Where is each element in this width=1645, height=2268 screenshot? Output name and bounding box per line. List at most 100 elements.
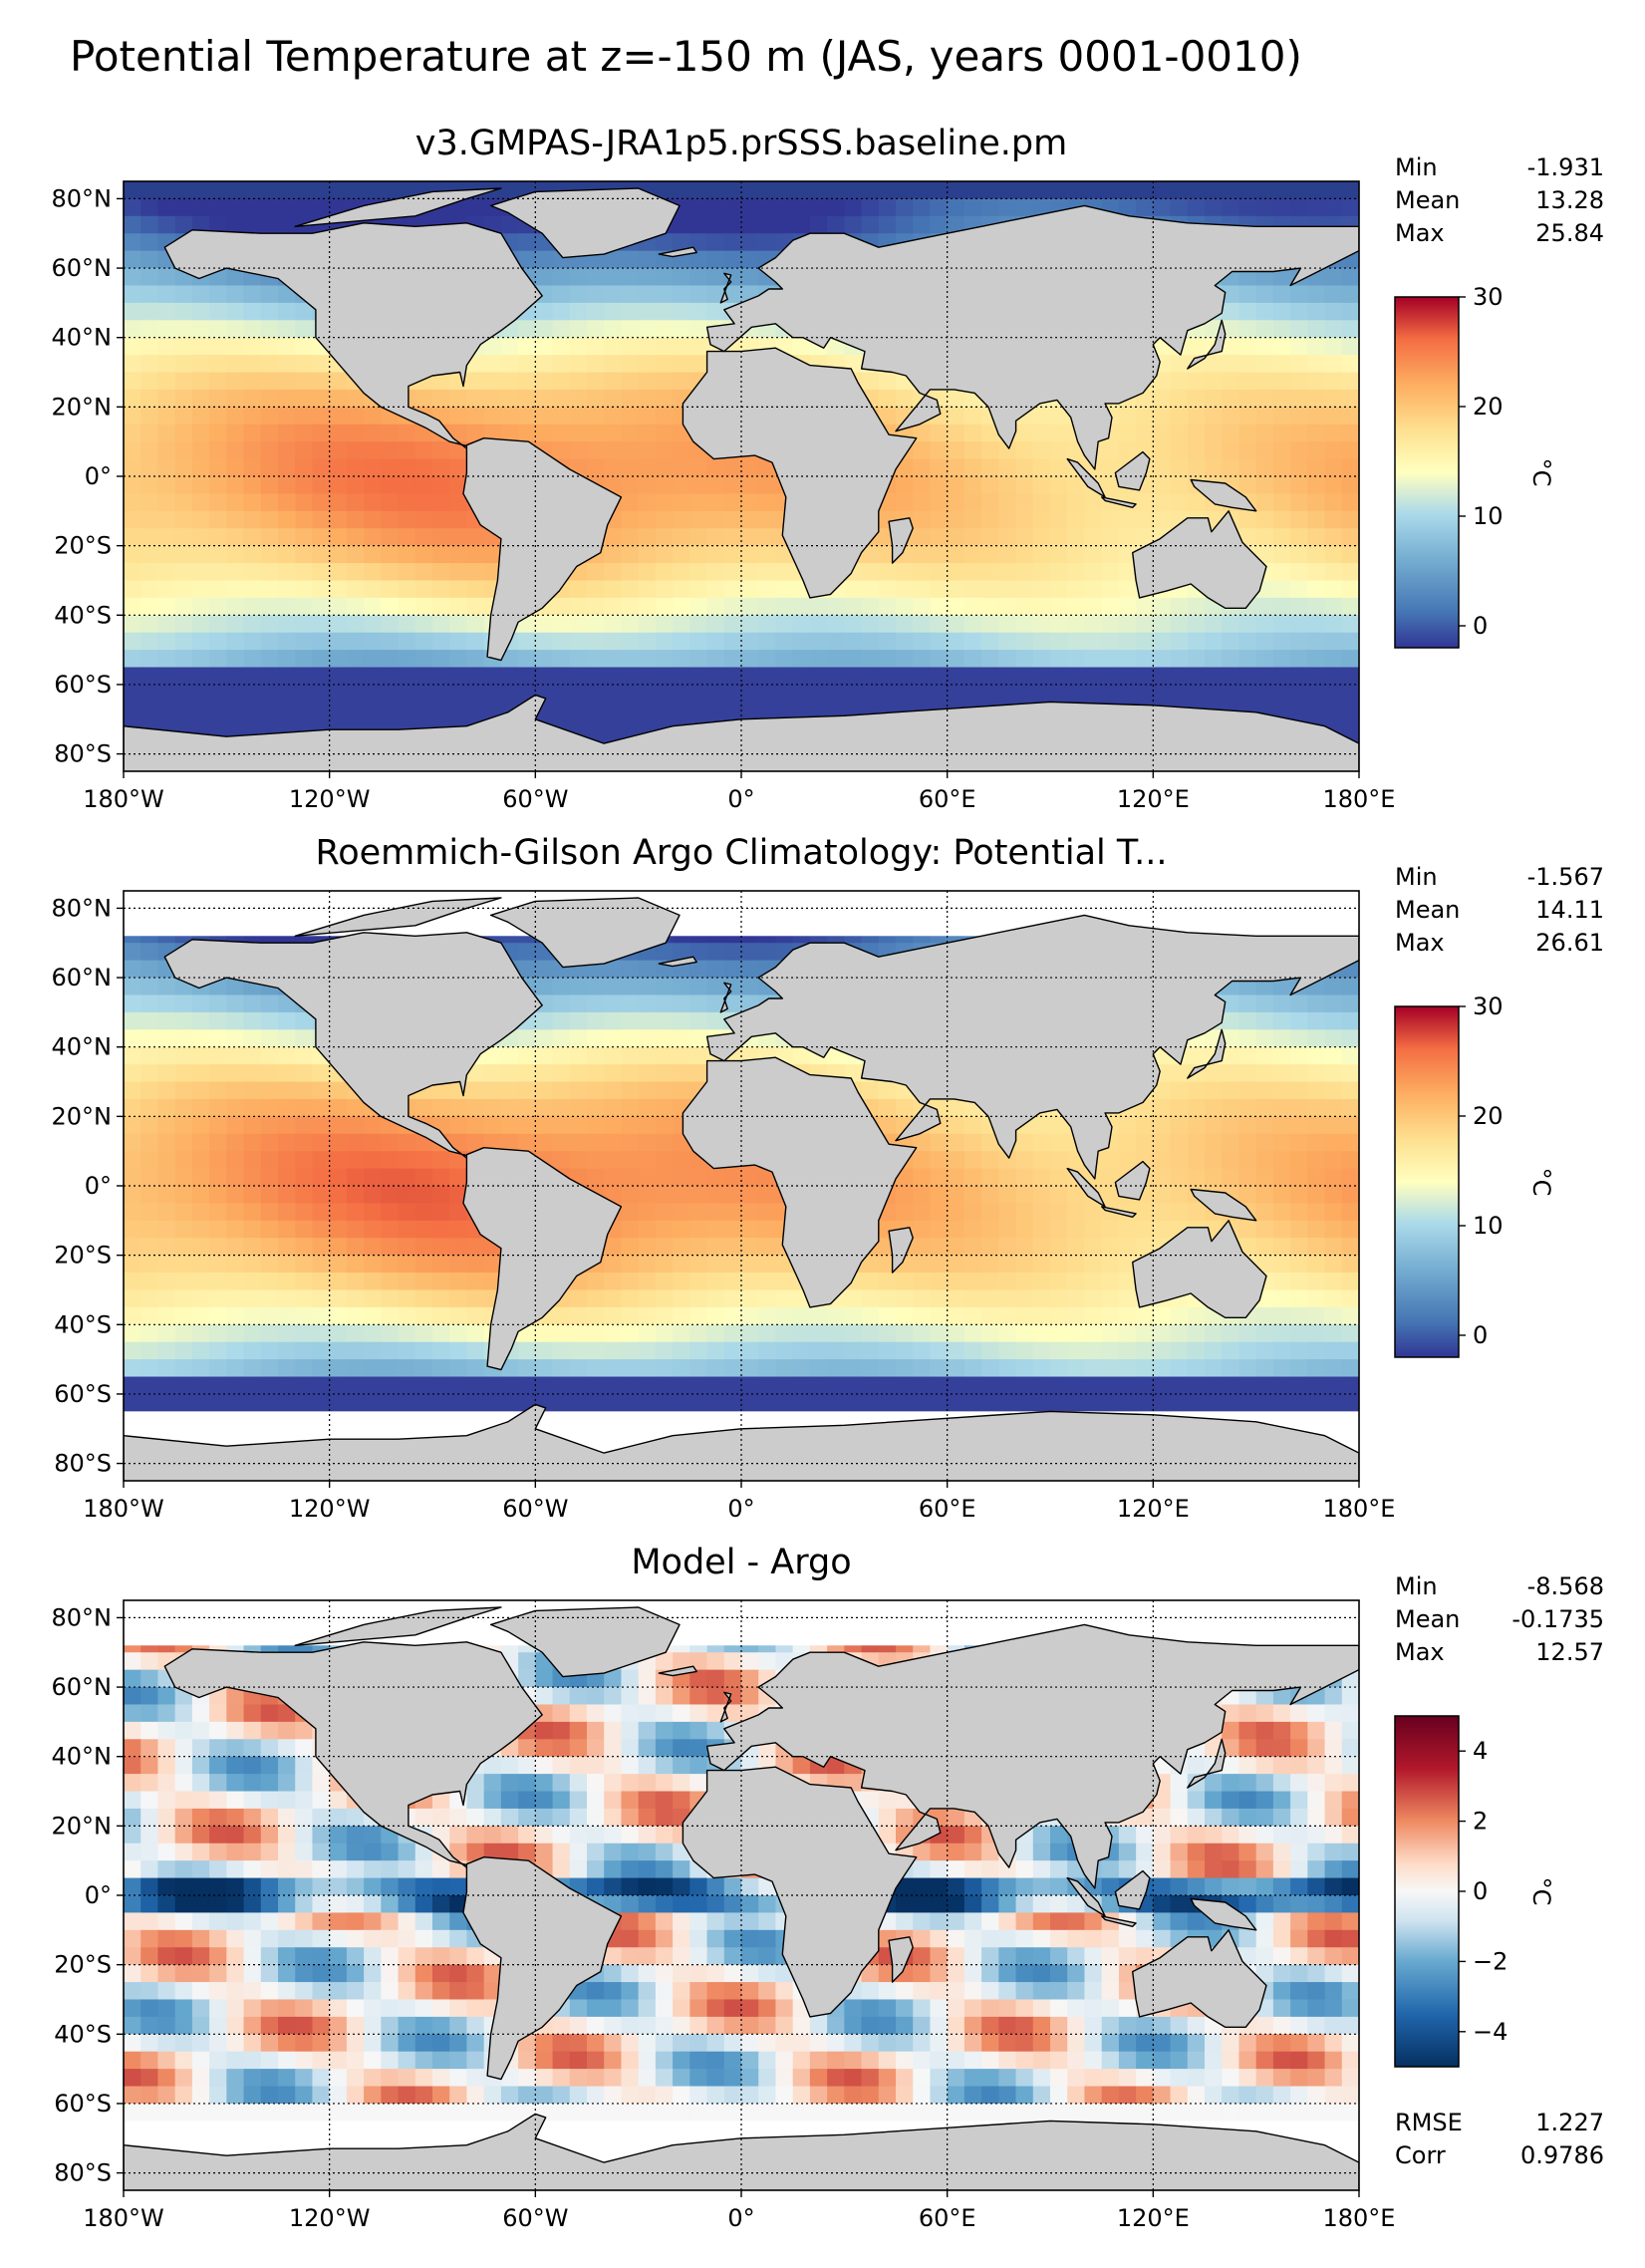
lat-tick-label: 80°S [54, 740, 112, 768]
lat-tick-label: 40°N [52, 324, 113, 352]
lat-tick-label: 60°S [54, 2090, 112, 2118]
stat-row: Max 12.57 [1395, 1636, 1604, 1669]
colorbar-unit: °C [1527, 458, 1555, 487]
lat-tick-label: 80°N [52, 184, 113, 212]
stat-row: Max 26.61 [1395, 927, 1604, 960]
colorbar-tick-label: 10 [1473, 1212, 1504, 1240]
lat-tick-label: 20°S [54, 532, 112, 560]
colorbar: 30 20 10 0 °C [1385, 287, 1584, 658]
lat-tick-label: 80°S [54, 1450, 112, 1478]
lon-tick-label: 0° [727, 2204, 754, 2232]
stat-label: Max [1395, 927, 1445, 960]
stat-row: Min-1.567 [1395, 861, 1604, 894]
stat-label: Mean [1395, 1603, 1460, 1636]
figure-title: Potential Temperature at z=-150 m (JAS, … [0, 32, 1645, 81]
panel-title: v3.GMPAS-JRA1p5.prSSS.baseline.pm [124, 124, 1359, 163]
lon-tick-label: 60°E [919, 785, 976, 813]
lat-tick-label: 40°N [52, 1033, 113, 1061]
lat-tick-label: 80°S [54, 2159, 112, 2187]
lat-tick-label: 0° [85, 1172, 112, 1200]
colorbar-tick-label: 0 [1473, 1321, 1488, 1349]
stat-label: Corr [1395, 2139, 1446, 2172]
stat-label: Mean [1395, 894, 1460, 927]
stat-value: 14.11 [1535, 894, 1604, 927]
lon-tick-label: 120°E [1117, 1495, 1190, 1523]
lat-tick-label: 60°S [54, 671, 112, 699]
lat-tick-label: 40°N [52, 1743, 113, 1771]
lon-tick-label: 180°E [1323, 1495, 1395, 1523]
lat-tick-label: 20°S [54, 1242, 112, 1270]
lon-tick-label: 120°E [1117, 2204, 1190, 2232]
lon-tick-label: 0° [727, 785, 754, 813]
stat-row: Corr 0.9786 [1395, 2139, 1604, 2172]
lon-tick-label: 180°E [1323, 2204, 1395, 2232]
colorbar-tick-label: 30 [1473, 996, 1504, 1020]
lat-tick-label: 0° [85, 1881, 112, 1909]
lat-tick-label: 20°N [52, 1102, 113, 1130]
error-stats-block: RMSE 1.227 Corr 0.9786 [1395, 2107, 1604, 2172]
colorbar-tick-label: 20 [1473, 1102, 1504, 1130]
colorbar-tick-label: 2 [1473, 1808, 1488, 1836]
panel-title: Roemmich-Gilson Argo Climatology: Potent… [124, 833, 1359, 873]
colorbar: 420−2−4°C [1385, 1706, 1584, 2077]
stat-label: Max [1395, 217, 1445, 250]
colorbar-tick-label: −2 [1473, 1947, 1508, 1975]
stat-label: Max [1395, 1636, 1445, 1669]
stat-value: 26.61 [1535, 927, 1604, 960]
colorbar-tick-label: 0 [1473, 612, 1488, 640]
panel-title: Model - Argo [124, 1543, 1359, 1582]
stat-row: Mean 13.28 [1395, 184, 1604, 217]
colorbar-unit: °C [1527, 1168, 1555, 1197]
colorbar-tick-label: 10 [1473, 502, 1504, 530]
lat-tick-label: 40°S [54, 601, 112, 629]
stat-label: Mean [1395, 184, 1460, 217]
stat-row: Max 25.84 [1395, 217, 1604, 250]
lon-tick-label: 120°W [289, 785, 371, 813]
colorbar-unit: °C [1527, 1877, 1555, 1906]
stat-value: -1.567 [1527, 861, 1604, 894]
lat-tick-label: 60°N [52, 254, 113, 282]
stat-value: 13.28 [1535, 184, 1604, 217]
lon-tick-label: 120°W [289, 1495, 371, 1523]
stat-row: Min -8.568 [1395, 1570, 1604, 1603]
lat-tick-label: 20°N [52, 393, 113, 421]
lon-tick-label: 0° [727, 1495, 754, 1523]
stat-label: RMSE [1395, 2107, 1463, 2139]
lon-tick-label: 120°E [1117, 785, 1190, 813]
stat-value: 0.9786 [1520, 2139, 1604, 2172]
lon-tick-label: 60°W [502, 785, 568, 813]
stat-row: Mean 14.11 [1395, 894, 1604, 927]
lon-tick-label: 120°W [289, 2204, 371, 2232]
colorbar-tick-label: 0 [1473, 1877, 1488, 1905]
lat-tick-label: 0° [85, 462, 112, 490]
lon-tick-label: 180°E [1323, 785, 1395, 813]
colorbar: 30 20 10 0 °C [1385, 996, 1584, 1367]
stat-value: 1.227 [1535, 2107, 1604, 2139]
colorbar-tick-label: −4 [1473, 2018, 1508, 2046]
stat-value: 12.57 [1535, 1636, 1604, 1669]
lat-tick-label: 80°N [52, 1603, 113, 1631]
stat-value: -8.568 [1527, 1570, 1604, 1603]
stat-value: 25.84 [1535, 217, 1604, 250]
stats-block: Min -8.568 Mean -0.1735 Max 12.57 [1395, 1570, 1604, 1669]
lon-tick-label: 180°W [83, 1495, 164, 1523]
lat-tick-label: 60°N [52, 964, 113, 992]
colorbar-tick-label: 20 [1473, 393, 1504, 421]
lat-tick-label: 20°S [54, 1951, 112, 1979]
stat-value: -0.1735 [1511, 1603, 1604, 1636]
stat-row: Min-1.931 [1395, 151, 1604, 184]
lon-tick-label: 60°W [502, 2204, 568, 2232]
stat-label: Min [1395, 151, 1438, 184]
lat-tick-label: 80°N [52, 894, 113, 922]
lat-tick-label: 60°N [52, 1673, 113, 1701]
lon-tick-label: 180°W [83, 2204, 164, 2232]
colorbar-tick-label: 30 [1473, 287, 1504, 311]
lon-tick-label: 60°W [502, 1495, 568, 1523]
stat-label: Min [1395, 1570, 1438, 1603]
lon-tick-label: 60°E [919, 1495, 976, 1523]
